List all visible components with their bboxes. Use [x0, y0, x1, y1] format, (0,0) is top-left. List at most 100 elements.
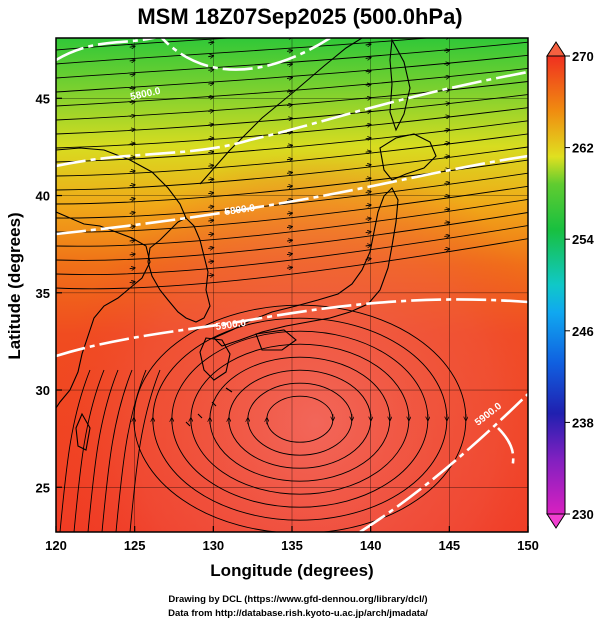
height-contours [56, 38, 528, 532]
wind-arrow [444, 249, 449, 250]
wind-arrow [208, 56, 213, 57]
wind-arrow [208, 124, 213, 125]
y-tick-label: 35 [36, 286, 50, 301]
streamline [56, 38, 433, 65]
wind-arrow [365, 192, 371, 193]
wind-arrow [365, 218, 371, 219]
wind-arrow [286, 254, 292, 255]
credit-data: Data from http://database.rish.kyoto-u.a… [168, 608, 428, 619]
streamline [59, 369, 91, 532]
wind-arrow [365, 178, 371, 179]
colorbar-tick-label: 230 [572, 507, 594, 522]
x-tick-label: 135 [281, 538, 303, 553]
wind-arrow [208, 275, 213, 276]
wind-arrow [444, 143, 449, 144]
wind-arrow [129, 268, 135, 269]
wind-arrow [129, 116, 135, 117]
contour-5900-south [359, 393, 528, 532]
x-tick-label: 125 [124, 538, 146, 553]
wind-arrow [129, 129, 135, 130]
wind-arrow [208, 97, 213, 98]
wind-arrow [129, 102, 135, 103]
wind-arrow [286, 267, 292, 268]
wind-arrow [365, 44, 371, 45]
wind-arrow [286, 213, 292, 214]
x-tick-label: 130 [202, 538, 224, 553]
wind-arrow [365, 111, 371, 112]
wind-arrow [286, 186, 292, 187]
colorbar-tick-label: 238 [572, 415, 594, 430]
wind-arrow [208, 261, 213, 262]
wind-arrow [286, 91, 292, 92]
y-tick-label: 25 [36, 480, 50, 495]
wind-arrow [129, 171, 135, 172]
wind-arrow [286, 51, 292, 52]
wind-arrow [286, 200, 292, 201]
wind-arrow [129, 74, 135, 75]
colorbar-tick-label: 262 [572, 141, 594, 156]
colorbar-ticks: 270 262 254 246 238 230 [565, 49, 594, 522]
wind-arrow [286, 173, 292, 174]
wind-arrow [444, 183, 449, 184]
x-tick-label: 150 [517, 538, 539, 553]
streamline [101, 369, 133, 532]
contour-label: 5800.0 [224, 203, 256, 218]
wind-arrow [208, 179, 213, 180]
wind-arrow [365, 205, 371, 206]
wind-arrow [444, 130, 449, 131]
streamline [129, 369, 161, 532]
chart-title: MSM 18Z07Sep2025 (500.0hPa) [137, 4, 462, 29]
wind-arrow [129, 60, 135, 61]
wind-arrow [286, 227, 292, 228]
ryukyu-islands [185, 387, 233, 427]
contour-5900-main [56, 298, 528, 358]
wind-arrow [208, 152, 213, 153]
korea-coastline [147, 217, 211, 323]
wind-arrow [365, 98, 371, 99]
wind-arrow [129, 157, 135, 158]
wind-arrow [444, 156, 449, 157]
wind-arrow [129, 88, 135, 89]
y-axis-ticks: 25 30 35 40 45 [36, 91, 62, 495]
wind-arrow [444, 77, 449, 78]
x-tick-label: 145 [438, 538, 460, 553]
credit-drawing: Drawing by DCL (https://www.gfd-dennou.o… [168, 594, 427, 605]
wind-arrow [208, 70, 213, 71]
wind-arrow [365, 58, 371, 59]
x-axis-ticks: 120 125 130 135 140 145 150 [45, 526, 539, 553]
wind-arrow [129, 226, 135, 227]
wind-arrow [129, 254, 135, 255]
kyushu-coastline [199, 337, 231, 381]
wind-arrow [208, 165, 213, 166]
wind-arrow [365, 165, 371, 166]
wind-arrow [444, 236, 449, 237]
wind-arrow [444, 103, 449, 104]
colorbar-min-arrow [546, 513, 566, 529]
contour-label: 5900.0 [215, 318, 247, 333]
colorbar-tick-label: 270 [572, 49, 594, 64]
taiwan-coastline [75, 412, 91, 451]
streamline [115, 369, 147, 532]
wind-arrow [208, 248, 213, 249]
streamline [56, 38, 236, 51]
wind-arrow [129, 240, 135, 241]
wind-arrow [129, 46, 135, 47]
wind-arrow [286, 132, 292, 133]
plot-area: 5800.0 5800.0 5900.0 5900.0 [56, 38, 528, 532]
wind-arrow [365, 125, 371, 126]
x-axis-label: Longitude (degrees) [210, 561, 373, 580]
wind-arrow [365, 232, 371, 233]
wind-arrow [286, 64, 292, 65]
wind-arrow [444, 50, 449, 51]
streamline [87, 369, 119, 532]
wind-arrow [208, 193, 213, 194]
y-tick-label: 30 [36, 383, 50, 398]
x-tick-label: 120 [45, 538, 67, 553]
streamline [73, 369, 105, 532]
wind-arrow [365, 245, 371, 246]
wind-arrow [286, 159, 292, 160]
wind-arrow [365, 138, 371, 139]
wind-arrow [208, 234, 213, 235]
contour-5800-north [56, 38, 331, 71]
